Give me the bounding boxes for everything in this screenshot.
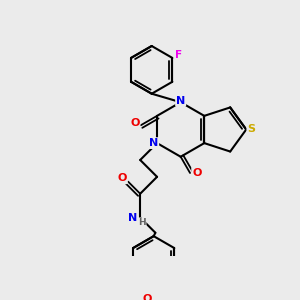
Text: O: O	[118, 173, 127, 183]
Text: O: O	[130, 118, 140, 128]
Text: H: H	[138, 218, 146, 227]
Text: N: N	[176, 95, 185, 106]
Text: O: O	[192, 168, 202, 178]
Text: F: F	[175, 50, 182, 59]
Text: O: O	[142, 294, 152, 300]
Text: N: N	[149, 138, 158, 148]
Text: S: S	[247, 124, 255, 134]
Text: N: N	[128, 213, 137, 223]
